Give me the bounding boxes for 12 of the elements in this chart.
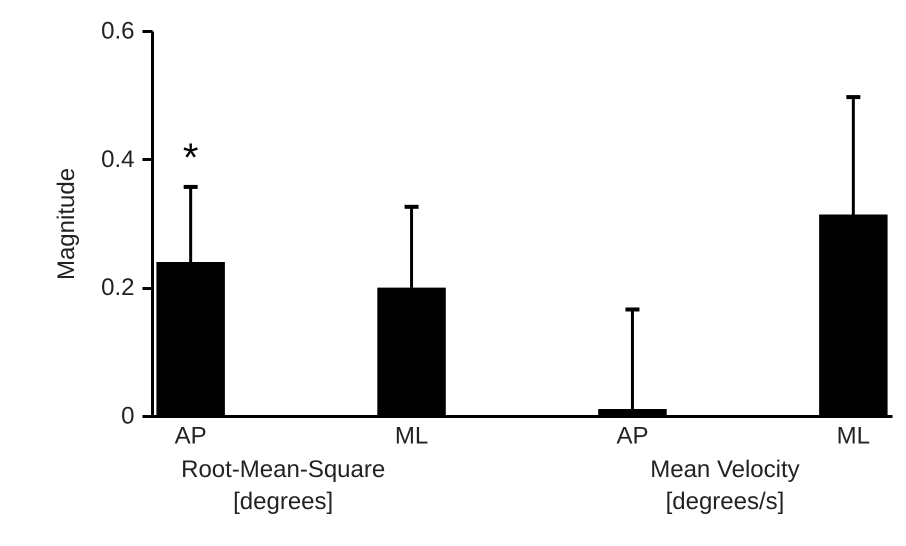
y-tick-label: 0.4 xyxy=(101,146,134,173)
y-axis-title: Magnitude xyxy=(53,168,80,280)
text: Root-Mean-Square [degrees] xyxy=(181,456,386,515)
y-tick-label: 0.6 xyxy=(101,18,134,44)
y-tick-label: 0 xyxy=(121,402,134,430)
text: Mean Velocity [degrees/s] xyxy=(650,456,800,515)
x-tick-label: ML xyxy=(836,422,870,450)
x-tick-label: AP xyxy=(174,422,207,450)
y-tick-label: 0.2 xyxy=(101,274,134,302)
x-tick-label: ML xyxy=(394,422,428,450)
x-tick-label: AP xyxy=(616,422,648,450)
annotation: * xyxy=(182,136,198,180)
